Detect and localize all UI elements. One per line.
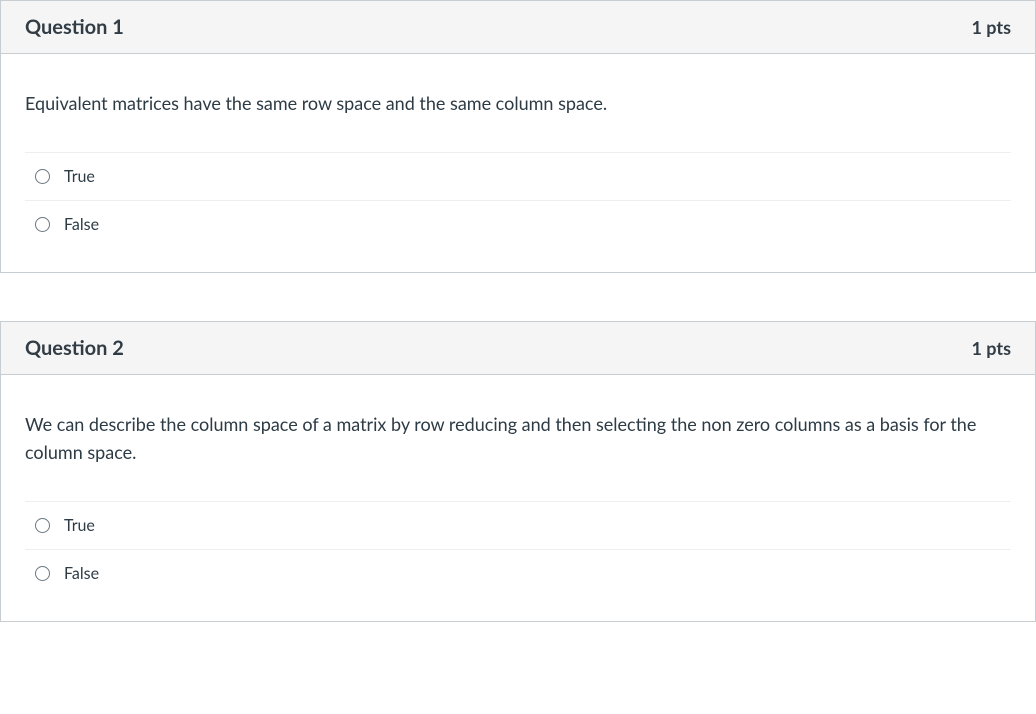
answer-option-false[interactable]: False: [25, 201, 1011, 248]
question-title: Question 2: [25, 336, 124, 360]
radio-icon: [35, 217, 50, 232]
radio-icon: [35, 566, 50, 581]
answer-list: True False: [25, 152, 1011, 248]
answer-option-true[interactable]: True: [25, 153, 1011, 201]
answer-label: False: [64, 564, 99, 583]
answer-option-true[interactable]: True: [25, 502, 1011, 550]
radio-icon: [35, 169, 50, 184]
answer-label: False: [64, 215, 99, 234]
question-points: 1 pts: [971, 337, 1011, 359]
radio-icon: [35, 518, 50, 533]
question-title: Question 1: [25, 15, 124, 39]
question-header: Question 2 1 pts: [1, 322, 1035, 375]
answer-option-false[interactable]: False: [25, 550, 1011, 597]
answer-label: True: [64, 516, 95, 535]
question-body: We can describe the column space of a ma…: [1, 375, 1035, 621]
question-header: Question 1 1 pts: [1, 1, 1035, 54]
question-card: Question 1 1 pts Equivalent matrices hav…: [0, 0, 1036, 273]
question-points: 1 pts: [971, 16, 1011, 38]
answer-list: True False: [25, 501, 1011, 597]
question-prompt: We can describe the column space of a ma…: [25, 411, 1011, 467]
answer-label: True: [64, 167, 95, 186]
question-body: Equivalent matrices have the same row sp…: [1, 54, 1035, 272]
question-prompt: Equivalent matrices have the same row sp…: [25, 90, 1011, 118]
question-card: Question 2 1 pts We can describe the col…: [0, 321, 1036, 622]
